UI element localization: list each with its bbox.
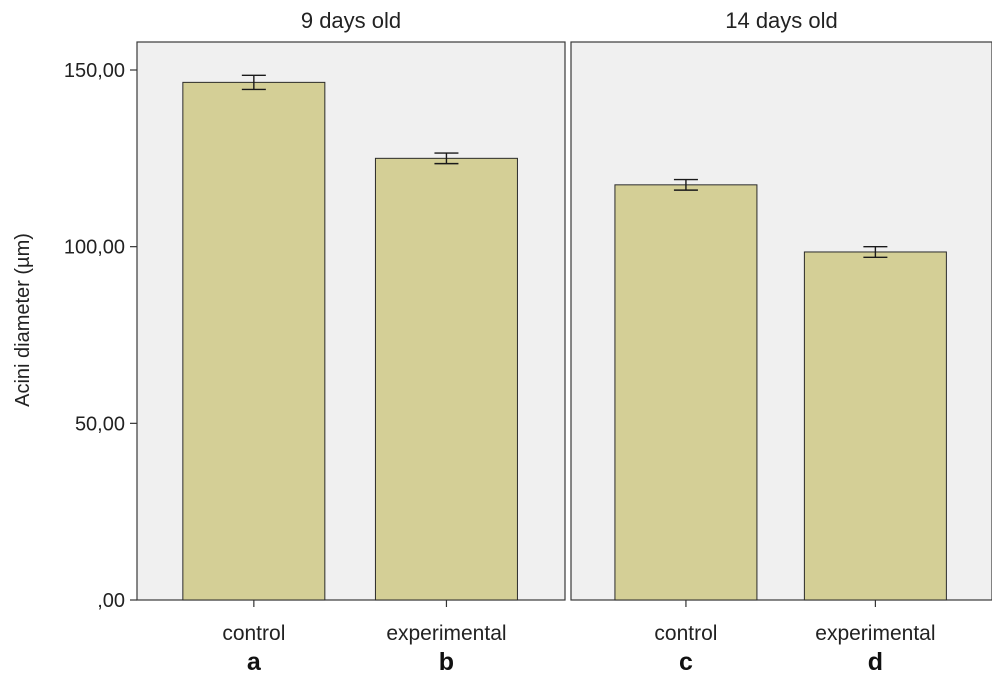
significance-letter: d	[868, 648, 883, 676]
significance-letter: a	[247, 648, 262, 676]
chart-plot-area: 9 days old 14 days old ,00 50,00 100,00 150,0…	[64, 8, 992, 676]
bar	[182, 81, 326, 601]
bar	[803, 251, 947, 601]
bar	[614, 184, 758, 601]
y-axis-label: Acini diameter (µm)	[12, 233, 34, 407]
significance-letter: c	[679, 648, 693, 676]
y-tick-label: 150,00	[64, 60, 125, 82]
y-tick-label: 50,00	[75, 413, 125, 435]
y-tick-label: 100,00	[64, 237, 125, 259]
y-tick-label: ,00	[97, 590, 125, 612]
significance-letter: b	[439, 648, 454, 676]
bar	[374, 157, 518, 601]
panel-title: 14 days old	[725, 8, 838, 33]
category-label: control	[654, 622, 717, 645]
panel-title: 9 days old	[301, 8, 401, 33]
category-label: control	[222, 622, 285, 645]
category-label: experimental	[386, 622, 506, 645]
category-label: experimental	[815, 622, 935, 645]
